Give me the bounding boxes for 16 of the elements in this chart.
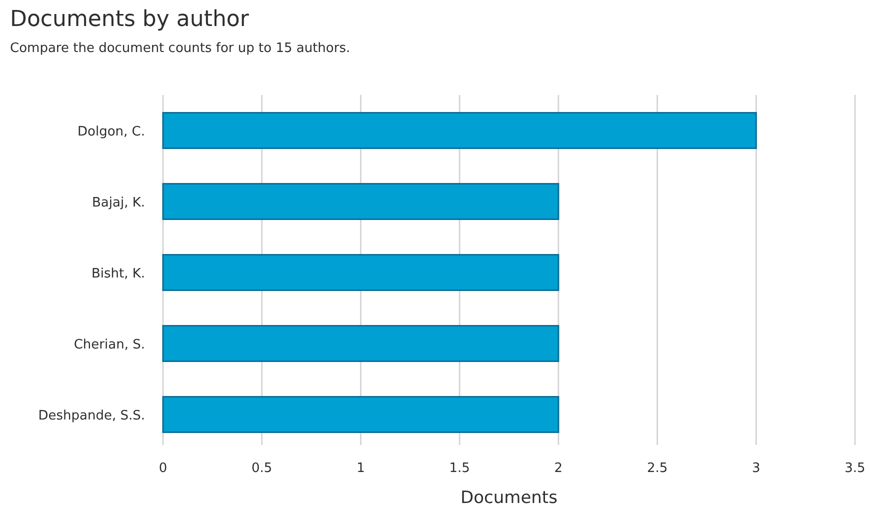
y-tick-label: Bajaj, K. (92, 196, 145, 210)
x-tick-label: 2.5 (646, 461, 668, 476)
x-tick-label: 1.5 (449, 461, 470, 476)
x-tick-label: 2 (554, 461, 563, 476)
x-tick-label: 1 (356, 461, 365, 476)
y-tick-label: Dolgon, C. (78, 124, 145, 140)
x-axis-title: Documents (460, 488, 558, 508)
x-tick-label: 0.5 (252, 461, 272, 476)
x-tick-label: 3 (752, 461, 760, 476)
y-tick-label: Cherian, S. (74, 338, 145, 352)
chart-title: Documents by author (10, 7, 250, 32)
x-tick-label: 3.5 (844, 461, 866, 476)
y-tick-label: Bisht, K. (91, 266, 145, 282)
chart-subtitle: Compare the document counts for up to 15 authors. (10, 41, 350, 56)
y-tick-label: Deshpande, S.S. (38, 408, 145, 424)
x-tick-label: 0 (158, 461, 168, 476)
